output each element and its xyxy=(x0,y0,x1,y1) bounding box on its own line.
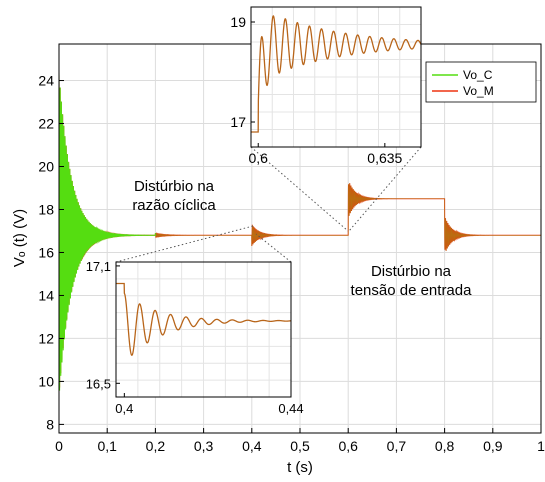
zoom-connectors xyxy=(115,146,422,263)
inset-upper-grid xyxy=(251,7,421,147)
y-axis-label: Vₒ (t) (V) xyxy=(11,209,28,267)
annotation-duty-line1: Distúrbio na xyxy=(134,178,215,195)
main-series xyxy=(58,71,541,391)
x-tick-label: 0,5 xyxy=(290,438,310,454)
x-axis-label: t (s) xyxy=(287,459,313,476)
x-tick-label: 0,7 xyxy=(387,438,407,454)
inset-x-tick-label: 0,4 xyxy=(115,401,133,416)
inset-y-tick-label: 19 xyxy=(230,14,246,30)
x-tick-label: 0,9 xyxy=(483,438,503,454)
y-tick-label: 8 xyxy=(46,416,54,432)
inset-y-tick-label: 16,5 xyxy=(86,376,111,391)
inset-series-line xyxy=(251,15,422,133)
y-axis-ticks: 8 10 12 14 16 18 20 22 24 xyxy=(38,73,64,432)
y-tick-label: 22 xyxy=(38,116,54,132)
y-tick-label: 16 xyxy=(38,244,54,260)
series-vo-c-line-steady xyxy=(155,183,541,251)
inset-series-line xyxy=(116,282,292,356)
inset-x-tick-label: 0,6 xyxy=(248,150,268,166)
inset-upper-series xyxy=(251,15,422,133)
series-vo-c-line xyxy=(58,71,156,391)
x-tick-label: 1 xyxy=(537,438,545,454)
legend-label-vo-m: Vo_M xyxy=(463,84,494,98)
inset-upper-frame xyxy=(250,6,422,148)
inset-x-tick-label: 0,635 xyxy=(367,150,402,166)
connector-upper-left xyxy=(250,146,349,232)
y-tick-label: 10 xyxy=(38,373,54,389)
inset-lower-grid xyxy=(116,262,291,397)
inset-lower-frame xyxy=(115,261,292,398)
y-tick-label: 20 xyxy=(38,159,54,175)
x-tick-label: 0 xyxy=(55,438,63,454)
inset-upper-ticks: 0,6 0,635 17 19 xyxy=(230,14,402,166)
connector-upper-right xyxy=(348,146,422,232)
annotation-input-line2: tensão de entrada xyxy=(351,282,473,299)
inset-y-tick-label: 17,1 xyxy=(86,259,111,274)
x-tick-label: 0,1 xyxy=(97,438,117,454)
inset-y-tick-label: 17 xyxy=(230,114,246,130)
inset-lower: 0,4 0,44 17,1 16,5 xyxy=(86,259,304,416)
y-tick-label: 12 xyxy=(38,330,54,346)
x-tick-label: 0,6 xyxy=(338,438,358,454)
y-tick-label: 24 xyxy=(38,73,54,89)
x-tick-label: 0,4 xyxy=(242,438,262,454)
inset-lower-ticks: 0,4 0,44 17,1 16,5 xyxy=(86,259,304,416)
y-tick-label: 14 xyxy=(38,287,54,303)
connector-lower-right xyxy=(255,233,292,263)
legend-label-vo-c: Vo_C xyxy=(463,68,493,82)
x-tick-label: 0,2 xyxy=(146,438,166,454)
x-axis-ticks: 0 0,1 0,2 0,3 0,4 0,5 0,6 0,7 0,8 0,9 1 xyxy=(55,428,545,454)
x-tick-label: 0,8 xyxy=(435,438,455,454)
annotation-input-line1: Distúrbio na xyxy=(371,263,452,280)
y-tick-label: 18 xyxy=(38,201,54,217)
legend: Vo_C Vo_M xyxy=(425,61,537,103)
inset-lower-series xyxy=(116,282,292,356)
annotation-duty-line2: razão cíclica xyxy=(132,197,216,214)
inset-x-tick-label: 0,44 xyxy=(278,401,303,416)
x-tick-label: 0,3 xyxy=(194,438,214,454)
inset-upper: 0,6 0,635 17 19 xyxy=(230,6,422,166)
legend-box xyxy=(425,61,537,103)
